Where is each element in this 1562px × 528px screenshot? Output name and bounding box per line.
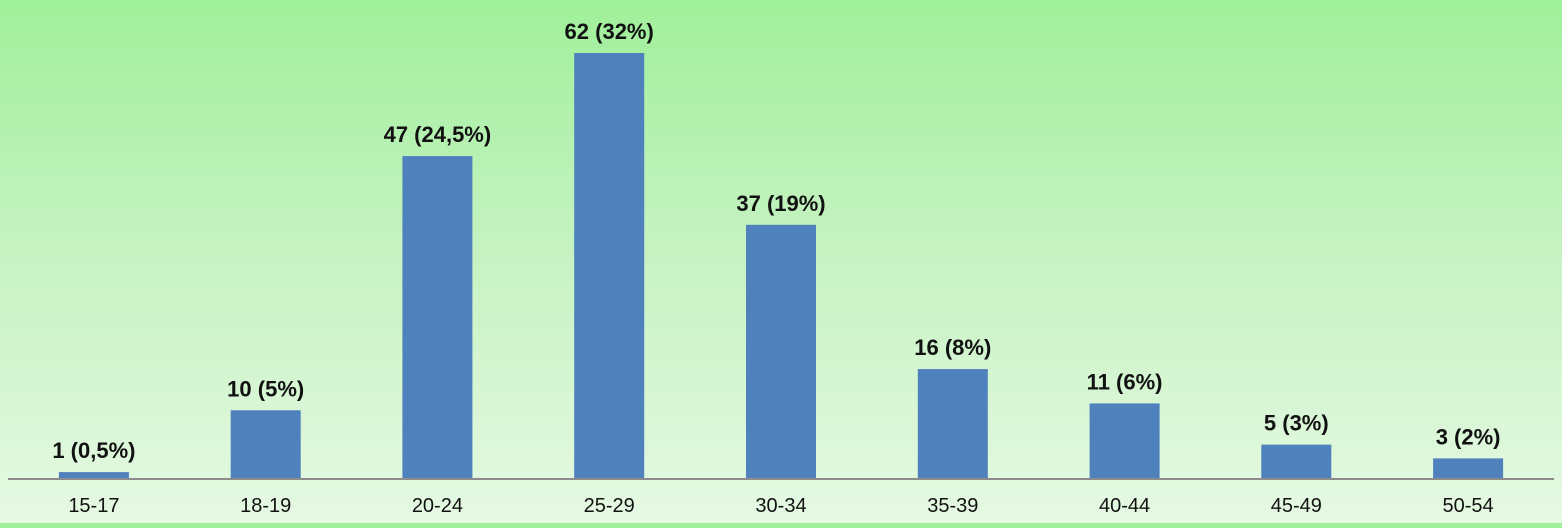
data-label-18-19: 10 (5%) <box>227 376 304 401</box>
x-tick-label-20-24: 20-24 <box>412 495 463 517</box>
x-tick-label-25-29: 25-29 <box>584 495 635 517</box>
bar-50-54 <box>1433 458 1504 479</box>
x-tick-label-40-44: 40-44 <box>1099 495 1150 517</box>
bars-layer <box>58 53 1504 479</box>
data-label-40-44: 11 (6%) <box>1087 369 1163 394</box>
bar-18-19 <box>230 410 301 479</box>
bar-40-44 <box>1089 403 1160 479</box>
bar-25-29 <box>574 53 645 479</box>
bar-15-17 <box>58 472 129 479</box>
data-labels-layer: 1 (0,5%) 10 (5%) 47 (24,5%) 62 (32%) 37 (19%… <box>52 19 1500 463</box>
x-tick-label-45-49: 45-49 <box>1271 495 1322 517</box>
data-label-15-17: 1 (0,5%) <box>52 438 135 463</box>
bar-30-34 <box>746 224 816 479</box>
data-label-20-24: 47 (24,5%) <box>384 122 492 147</box>
data-label-35-39: 16 (8%) <box>914 335 991 360</box>
data-label-25-29: 62 (32%) <box>565 19 654 44</box>
bar-35-39 <box>917 369 988 479</box>
bar-20-24 <box>402 156 473 479</box>
x-tick-labels: 15-17 18-19 20-24 25-29 30-34 35-39 40-44 45-49… <box>68 495 1493 517</box>
data-label-45-49: 5 (3%) <box>1264 411 1329 436</box>
x-tick-label-30-34: 30-34 <box>755 495 806 517</box>
bar-45-49 <box>1261 444 1332 479</box>
data-label-50-54: 3 (2%) <box>1436 424 1501 449</box>
x-tick-label-18-19: 18-19 <box>240 495 291 517</box>
x-tick-label-35-39: 35-39 <box>927 495 978 517</box>
x-tick-label-15-17: 15-17 <box>68 495 119 517</box>
x-tick-label-50-54: 50-54 <box>1443 495 1494 517</box>
data-label-30-34: 37 (19%) <box>736 191 825 216</box>
